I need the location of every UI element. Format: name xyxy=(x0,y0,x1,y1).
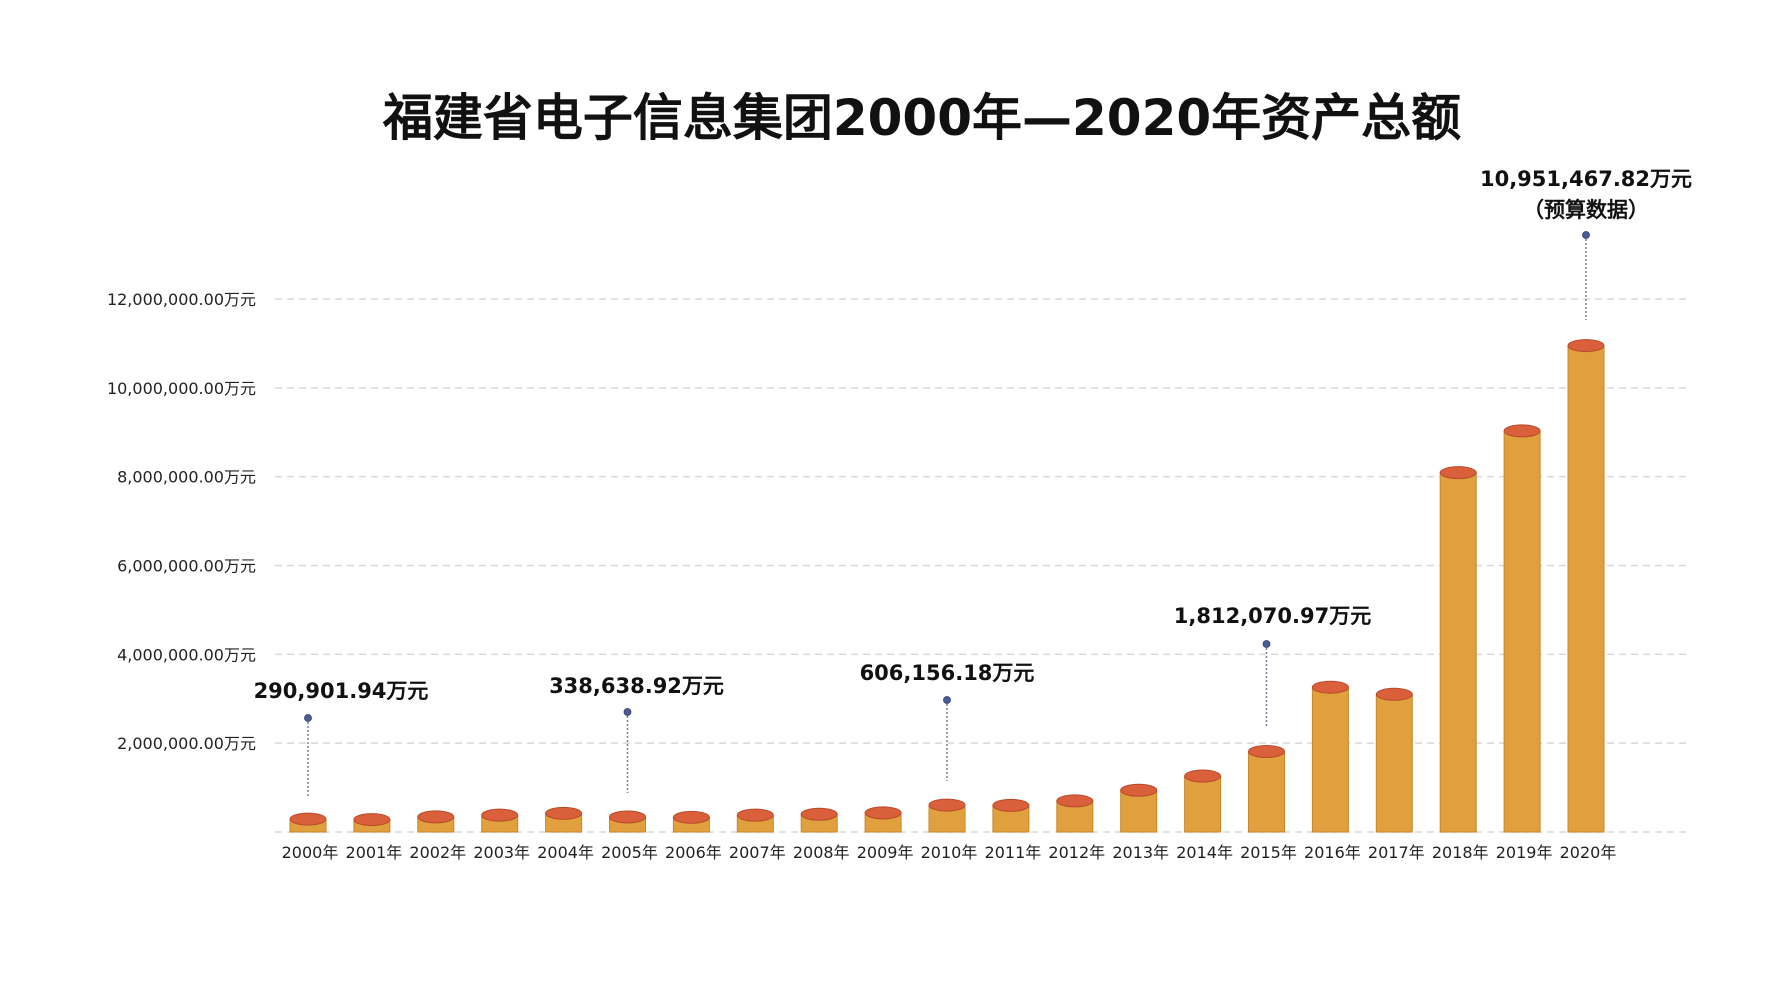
leader-dot xyxy=(943,696,951,704)
bars xyxy=(289,339,1605,833)
data-label-callout: 338,638.92万元 xyxy=(549,674,724,793)
y-tick-label: 4,000,000.00万元 xyxy=(117,645,256,664)
x-tick-label: 2018年 xyxy=(1432,843,1489,862)
bar xyxy=(1311,680,1349,833)
bar xyxy=(672,810,710,833)
bar xyxy=(1503,424,1541,833)
data-label-callout: 290,901.94万元 xyxy=(254,679,429,798)
data-label: 338,638.92万元 xyxy=(549,674,724,698)
bar-cap xyxy=(289,812,327,826)
bar xyxy=(1375,687,1413,833)
x-tick-label: 2003年 xyxy=(473,843,530,862)
bar-body xyxy=(1503,430,1541,833)
bar-cap xyxy=(609,810,646,824)
bar xyxy=(1248,745,1285,833)
bar xyxy=(928,798,966,833)
bar-cap xyxy=(736,808,774,822)
bar xyxy=(417,810,455,833)
bar xyxy=(864,806,902,833)
bar xyxy=(353,813,391,833)
bar xyxy=(545,806,583,833)
bar-cap xyxy=(417,810,455,824)
x-tick-label: 2014年 xyxy=(1176,843,1233,862)
x-tick-label: 2007年 xyxy=(729,843,786,862)
bar-cap xyxy=(1120,783,1158,797)
data-label: 1,812,070.97万元 xyxy=(1174,604,1371,628)
bar-cap xyxy=(1375,687,1413,701)
bar-cap xyxy=(545,806,583,820)
bar-cap xyxy=(353,813,391,827)
leader-dot xyxy=(1262,640,1271,648)
bar xyxy=(1120,783,1158,833)
x-tick-label: 2006年 xyxy=(665,843,722,862)
leader-dot xyxy=(623,708,632,716)
bar-cap xyxy=(928,798,966,812)
bar-cap xyxy=(1567,339,1605,353)
chart-title: 福建省电子信息集团2000年—2020年资产总额 xyxy=(382,89,1462,147)
x-tick-label: 2012年 xyxy=(1048,843,1105,862)
bar-body xyxy=(1439,472,1477,833)
x-tick-label: 2005年 xyxy=(601,843,658,862)
bar xyxy=(1567,339,1605,833)
x-tick-label: 2019年 xyxy=(1496,843,1553,862)
bar-cap xyxy=(1184,769,1222,783)
bar-cap xyxy=(1439,466,1477,480)
bar xyxy=(992,798,1030,833)
bar xyxy=(1184,769,1222,833)
y-tick-label: 10,000,000.00万元 xyxy=(107,379,256,398)
bar-body xyxy=(1567,345,1605,833)
x-tick-label: 2013年 xyxy=(1112,843,1169,862)
leader-dot xyxy=(1582,231,1590,239)
x-tick-label: 2008年 xyxy=(793,843,850,862)
bar xyxy=(736,808,774,833)
bar xyxy=(609,810,646,833)
x-tick-label: 2020年 xyxy=(1560,843,1617,862)
bar-body xyxy=(1375,693,1413,833)
bar-cap xyxy=(864,806,902,820)
bar-body xyxy=(1311,686,1349,833)
x-tick-label: 2017年 xyxy=(1368,843,1425,862)
bar-body xyxy=(1184,775,1222,833)
bar-cap xyxy=(672,810,710,824)
annotations: 290,901.94万元 338,638.92万元 606,156.18万元 1,81… xyxy=(254,167,1692,798)
data-label-callout: 1,812,070.97万元 xyxy=(1174,604,1371,728)
bar-cap xyxy=(1248,745,1285,759)
data-label-callout: 10,951,467.82万元 （预算数据） xyxy=(1480,167,1692,320)
bar-cap xyxy=(1056,794,1094,808)
bar xyxy=(289,812,327,833)
bar-cap xyxy=(992,798,1030,812)
x-tick-label: 2000年 xyxy=(282,843,339,862)
data-label: 606,156.18万元 xyxy=(860,661,1035,685)
y-tick-label: 6,000,000.00万元 xyxy=(117,557,256,576)
x-tick-label: 2001年 xyxy=(346,843,403,862)
bar-body xyxy=(1248,751,1285,833)
data-label: （预算数据） xyxy=(1523,198,1649,222)
y-axis-labels: 2,000,000.00万元 4,000,000.00万元 6,000,000.00… xyxy=(107,290,256,753)
data-label-callout: 606,156.18万元 xyxy=(860,661,1035,781)
bar-cap xyxy=(800,807,838,821)
y-tick-label: 12,000,000.00万元 xyxy=(107,290,256,309)
bar-cap xyxy=(1311,680,1349,694)
data-label: 290,901.94万元 xyxy=(254,679,429,703)
x-tick-label: 2009年 xyxy=(857,843,914,862)
x-tick-label: 2011年 xyxy=(985,843,1042,862)
x-tick-label: 2015年 xyxy=(1240,843,1297,862)
x-axis-labels: 2000年 2001年 2002年 2003年 2004年 2005年 2006年 2007年… xyxy=(282,843,1617,862)
bar-cap xyxy=(1503,424,1541,438)
x-tick-label: 2016年 xyxy=(1304,843,1361,862)
bar xyxy=(1056,794,1094,833)
gridlines xyxy=(275,298,1690,833)
x-tick-label: 2002年 xyxy=(409,843,466,862)
bar-cap xyxy=(481,808,519,822)
leader-dot xyxy=(304,714,312,722)
x-tick-label: 2010年 xyxy=(921,843,978,862)
bar xyxy=(1439,466,1477,833)
y-tick-label: 8,000,000.00万元 xyxy=(117,468,256,487)
data-label: 10,951,467.82万元 xyxy=(1480,167,1692,191)
bar xyxy=(800,807,838,833)
bar xyxy=(481,808,519,833)
x-tick-label: 2004年 xyxy=(537,843,594,862)
y-tick-label: 2,000,000.00万元 xyxy=(117,734,256,753)
